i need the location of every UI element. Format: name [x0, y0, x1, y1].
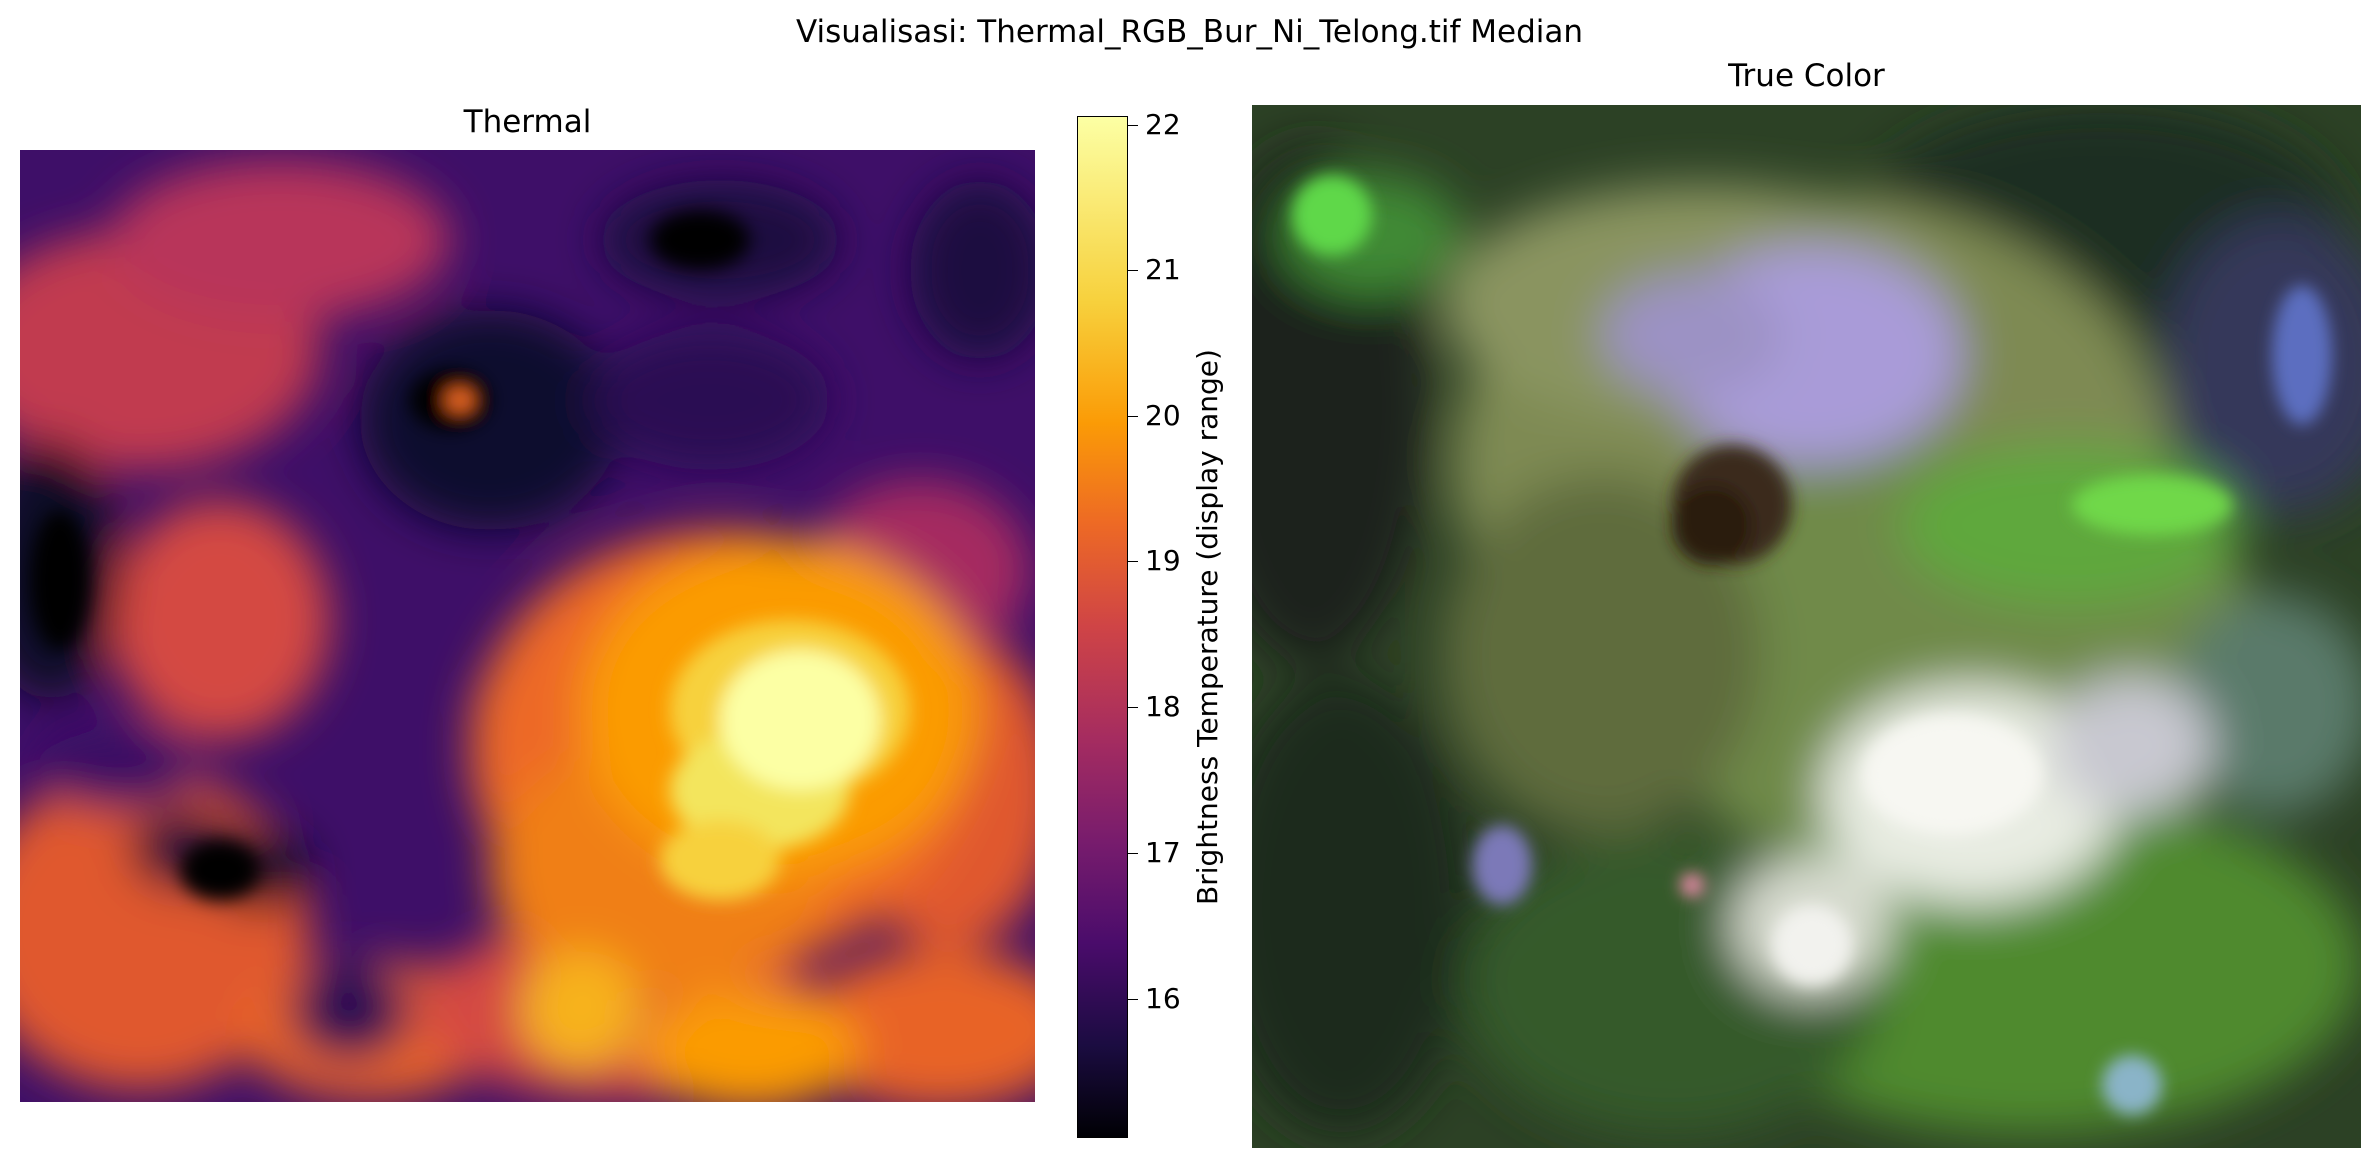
true-color-image — [1252, 105, 2361, 1148]
colorbar-tick-label: 22 — [1145, 108, 1181, 141]
colorbar-tick — [1128, 561, 1138, 562]
thermal-image — [20, 150, 1035, 1102]
colorbar-tick — [1128, 270, 1138, 271]
colorbar-tick-label: 18 — [1145, 690, 1181, 723]
colorbar-tick-label: 16 — [1145, 982, 1181, 1015]
thermal-colorbar — [1077, 116, 1128, 1138]
colorbar-tick-label: 17 — [1145, 836, 1181, 869]
figure-title: Visualisasi: Thermal_RGB_Bur_Ni_Telong.t… — [795, 14, 1584, 50]
thermal-panel-title: Thermal — [463, 104, 592, 140]
true-color-panel-title: True Color — [1728, 58, 1885, 94]
colorbar-tick — [1128, 707, 1138, 708]
colorbar-tick-label: 21 — [1145, 253, 1181, 286]
colorbar-tick-label: 20 — [1145, 399, 1181, 432]
colorbar-tick — [1128, 999, 1138, 1000]
colorbar-tick-label: 19 — [1145, 544, 1181, 577]
colorbar-label: Brightness Temperature (display range) — [1191, 349, 1224, 905]
colorbar-tick — [1128, 853, 1138, 854]
colorbar-tick — [1128, 416, 1138, 417]
colorbar-tick — [1128, 125, 1138, 126]
